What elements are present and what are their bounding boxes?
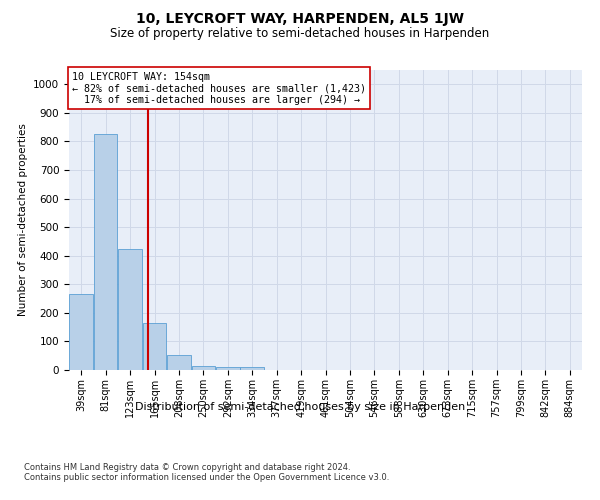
- Y-axis label: Number of semi-detached properties: Number of semi-detached properties: [17, 124, 28, 316]
- Bar: [70, 294, 93, 370]
- Text: Distribution of semi-detached houses by size in Harpenden: Distribution of semi-detached houses by …: [135, 402, 465, 412]
- Bar: [143, 323, 166, 370]
- Bar: [94, 134, 118, 370]
- Bar: [216, 367, 239, 370]
- Text: 10, LEYCROFT WAY, HARPENDEN, AL5 1JW: 10, LEYCROFT WAY, HARPENDEN, AL5 1JW: [136, 12, 464, 26]
- Text: Contains HM Land Registry data © Crown copyright and database right 2024.
Contai: Contains HM Land Registry data © Crown c…: [24, 462, 389, 482]
- Text: 10 LEYCROFT WAY: 154sqm
← 82% of semi-detached houses are smaller (1,423)
  17% : 10 LEYCROFT WAY: 154sqm ← 82% of semi-de…: [71, 72, 365, 104]
- Bar: [167, 355, 191, 370]
- Bar: [118, 248, 142, 370]
- Bar: [191, 366, 215, 370]
- Bar: [241, 367, 264, 370]
- Text: Size of property relative to semi-detached houses in Harpenden: Size of property relative to semi-detach…: [110, 28, 490, 40]
